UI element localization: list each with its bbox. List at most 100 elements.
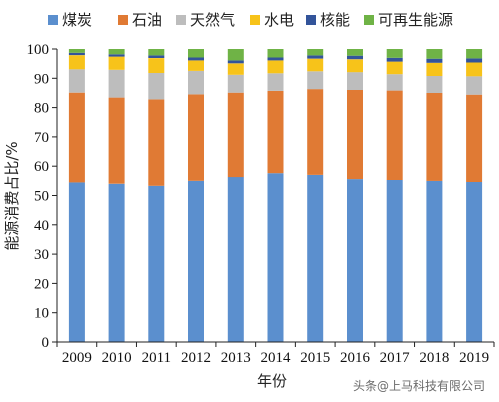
y-tick-label: 90 xyxy=(34,71,49,87)
bar-segment-2015-s3 xyxy=(307,58,324,72)
x-tick-label: 2015 xyxy=(300,350,330,366)
bar-segment-2016-s2 xyxy=(347,72,363,90)
watermark-text: 头条@上马科技有限公司 xyxy=(352,379,485,393)
bar-segment-2012-s4 xyxy=(188,57,204,61)
bar-segment-2011-s1 xyxy=(148,99,165,186)
legend-label: 石油 xyxy=(132,11,162,29)
x-tick-label: 2010 xyxy=(102,350,132,366)
bar-segment-2012-s5 xyxy=(188,49,204,58)
bar-segment-2011-s4 xyxy=(148,55,165,58)
y-tick-label: 10 xyxy=(34,306,49,322)
bar-segment-2019-s1 xyxy=(466,94,483,182)
bar-segment-2016-s0 xyxy=(347,179,363,342)
bar-segment-2019-s4 xyxy=(466,58,483,63)
bar-segment-2015-s2 xyxy=(307,71,324,90)
bar-segment-2011-s5 xyxy=(148,49,165,56)
bar-segment-2009-s5 xyxy=(68,49,85,53)
bar-segment-2013-s5 xyxy=(227,49,244,61)
bar-segment-2018-s4 xyxy=(426,58,443,63)
bar-segment-2018-s2 xyxy=(426,76,443,93)
bar-segment-2018-s0 xyxy=(426,180,443,342)
legend-label: 核能 xyxy=(320,11,350,29)
bar-segment-2012-s3 xyxy=(188,60,204,71)
bar-segment-2017-s2 xyxy=(386,74,403,91)
bar-segment-2010-s1 xyxy=(108,97,125,184)
bar-segment-2009-s2 xyxy=(68,69,85,93)
bar-segment-2016-s1 xyxy=(347,90,363,180)
bar-segment-2016-s3 xyxy=(347,59,363,73)
bar-segment-2014-s2 xyxy=(267,73,284,91)
bar-segment-2010-s3 xyxy=(108,56,125,70)
bar-segment-2016-s5 xyxy=(347,49,363,56)
bar-stacks xyxy=(68,49,483,342)
x-tick-label: 2012 xyxy=(181,350,211,366)
x-axis-title: 年份 xyxy=(257,372,287,390)
bar-segment-2018-s5 xyxy=(426,49,443,59)
bar-segment-2019-s0 xyxy=(466,182,483,342)
bar-segment-2018-s3 xyxy=(426,62,443,76)
bar-segment-2017-s5 xyxy=(386,49,403,58)
bar-segment-2019-s3 xyxy=(466,62,483,77)
bar-segment-2013-s3 xyxy=(227,63,244,75)
bar-segment-2011-s2 xyxy=(148,73,165,100)
bar-segment-2016-s4 xyxy=(347,55,363,60)
bar-segment-2009-s1 xyxy=(68,92,85,183)
x-tick-label: 2009 xyxy=(62,350,92,366)
y-tick-label: 100 xyxy=(27,42,50,58)
bar-segment-2014-s5 xyxy=(267,49,284,58)
bar-segment-2010-s4 xyxy=(108,54,125,57)
bar-segment-2017-s3 xyxy=(386,61,403,75)
legend-swatch xyxy=(306,15,316,25)
bar-segment-2014-s3 xyxy=(267,60,284,74)
bar-segment-2013-s1 xyxy=(227,92,244,178)
legend-label: 水电 xyxy=(264,11,294,29)
bar-segment-2011-s0 xyxy=(148,185,165,342)
y-tick-label: 0 xyxy=(42,335,50,351)
bar-segment-2017-s1 xyxy=(386,90,403,180)
y-tick-label: 70 xyxy=(34,130,49,146)
bar-segment-2009-s4 xyxy=(68,52,85,56)
legend-swatch xyxy=(118,15,128,25)
chart-axes: 0 10 20 30 40 50 60 70 80 90 100 2009 2010 2011 2012 20… xyxy=(27,42,495,366)
x-tick-label: 2018 xyxy=(419,350,449,366)
y-tick-label: 50 xyxy=(34,189,49,205)
y-axis-title: 能源消费占比/% xyxy=(3,141,21,250)
legend-label: 可再生能源 xyxy=(378,11,453,29)
legend-swatch xyxy=(48,15,58,25)
y-tick-label: 20 xyxy=(34,276,49,292)
legend-swatch xyxy=(250,15,260,25)
bar-segment-2009-s0 xyxy=(68,182,85,342)
bar-segment-2014-s4 xyxy=(267,57,284,61)
bar-segment-2013-s4 xyxy=(227,60,244,64)
legend-label: 天然气 xyxy=(190,11,235,29)
y-tick-label: 80 xyxy=(34,101,49,117)
bar-segment-2010-s0 xyxy=(108,183,125,342)
bar-segment-2015-s0 xyxy=(307,175,324,342)
bar-segment-2017-s0 xyxy=(386,180,403,342)
legend-swatch xyxy=(176,15,186,25)
bar-segment-2017-s4 xyxy=(386,57,403,62)
chart-legend: 煤炭 石油 天然气 水电 核能 可再生能源 xyxy=(48,11,453,29)
x-tick-label: 2011 xyxy=(142,350,171,366)
bar-segment-2013-s0 xyxy=(227,177,244,342)
bar-segment-2013-s2 xyxy=(227,74,244,93)
bar-segment-2012-s1 xyxy=(188,94,204,181)
bar-segment-2018-s1 xyxy=(426,93,443,181)
bar-segment-2015-s4 xyxy=(307,55,324,59)
bar-segment-2012-s2 xyxy=(188,71,204,95)
bar-segment-2019-s5 xyxy=(466,49,483,59)
bar-segment-2010-s2 xyxy=(108,69,125,98)
y-tick-label: 40 xyxy=(34,218,49,234)
bar-segment-2015-s5 xyxy=(307,49,324,56)
bar-segment-2014-s0 xyxy=(267,173,284,342)
x-tick-label: 2019 xyxy=(459,350,489,366)
bar-segment-2009-s3 xyxy=(68,55,85,70)
y-tick-label: 30 xyxy=(34,247,49,263)
bar-segment-2014-s1 xyxy=(267,90,284,174)
x-tick-label: 2017 xyxy=(380,350,411,366)
x-tick-label: 2016 xyxy=(340,350,371,366)
bar-segment-2012-s0 xyxy=(188,180,204,342)
x-tick-label: 2013 xyxy=(221,350,251,366)
x-tick-label: 2014 xyxy=(261,350,292,366)
